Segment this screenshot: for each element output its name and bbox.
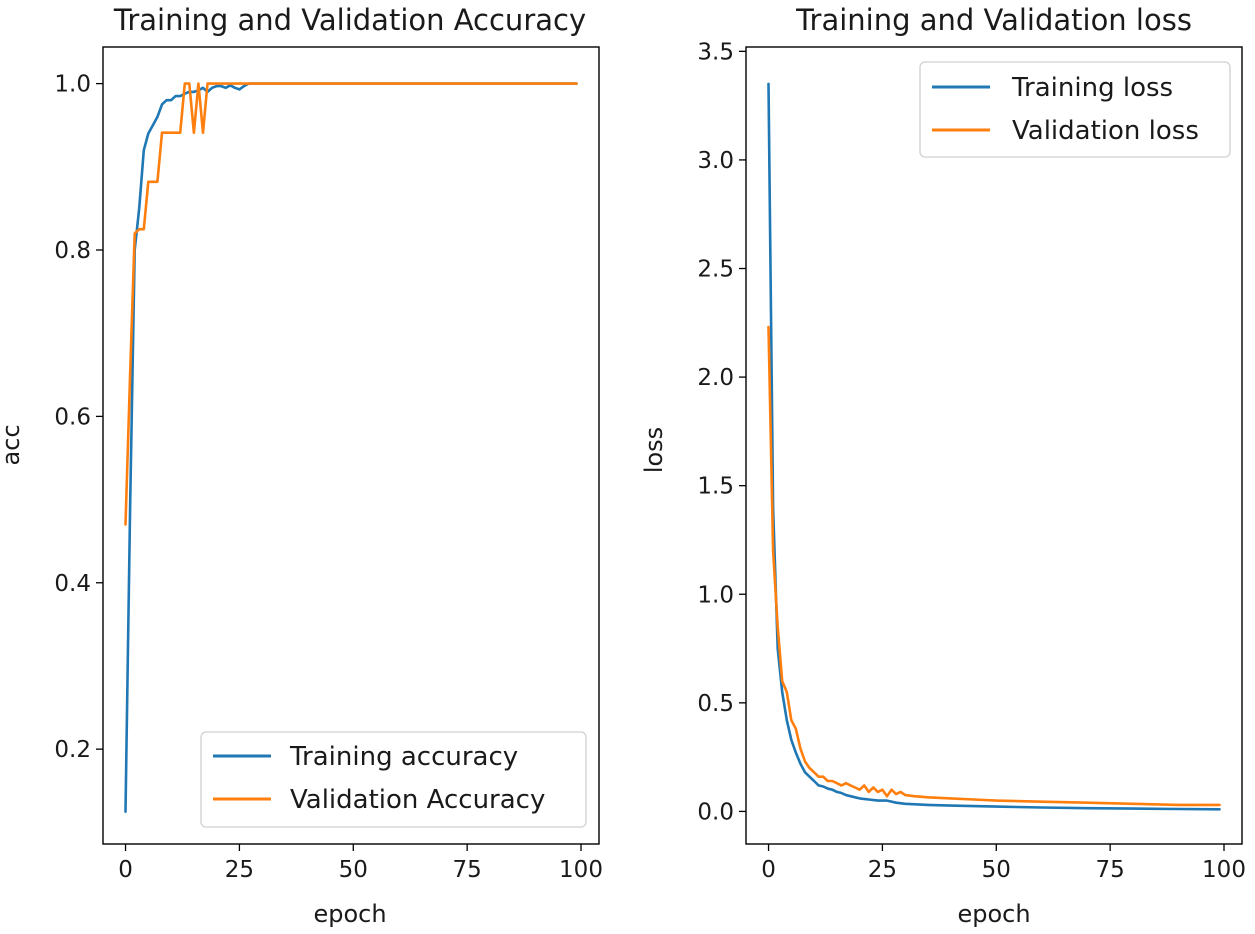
loss-y-tick-label: 2.0 bbox=[697, 365, 734, 391]
loss-y-tick-label: 1.0 bbox=[697, 582, 734, 608]
loss-plot-frame bbox=[745, 46, 1243, 845]
loss-x-tick-label: 0 bbox=[761, 857, 776, 883]
loss-series-line-1 bbox=[767, 325, 1221, 807]
accuracy-y-tick-label: 0.8 bbox=[54, 238, 91, 264]
accuracy-x-tick-label: 75 bbox=[453, 857, 482, 883]
accuracy-legend-label-0: Training accuracy bbox=[289, 742, 518, 772]
accuracy-chart-panel: Training and Validation Accuracy epoch a… bbox=[0, 3, 603, 928]
accuracy-legend-box bbox=[200, 731, 587, 828]
loss-series-lines bbox=[767, 82, 1221, 811]
accuracy-series-line-0 bbox=[124, 82, 578, 813]
loss-legend-label-0: Training loss bbox=[1011, 73, 1173, 103]
loss-y-axis-label: loss bbox=[640, 427, 668, 473]
loss-y-tick-label: 1.5 bbox=[697, 474, 734, 500]
loss-chart-title: Training and Validation loss bbox=[795, 3, 1192, 37]
loss-x-tick-label: 100 bbox=[1202, 857, 1246, 883]
loss-y-tick-label: 3.0 bbox=[697, 148, 734, 174]
loss-y-tick-label: 2.5 bbox=[697, 257, 734, 283]
accuracy-x-tick-label: 100 bbox=[559, 857, 603, 883]
accuracy-series-lines bbox=[124, 82, 578, 813]
accuracy-y-axis-label: acc bbox=[0, 424, 25, 465]
accuracy-y-tick-label: 0.2 bbox=[54, 737, 91, 763]
loss-chart-panel: Training and Validation loss epoch loss … bbox=[640, 3, 1246, 928]
accuracy-axis-ticks: 0 25 50 75 100 0.2 0.4 0.6 0.8 1.0 bbox=[54, 72, 603, 883]
accuracy-x-tick-label: 25 bbox=[225, 857, 254, 883]
loss-y-tick-label: 0.5 bbox=[697, 691, 734, 717]
loss-x-tick-label: 75 bbox=[1096, 857, 1125, 883]
accuracy-legend: Training accuracy Validation Accuracy bbox=[200, 731, 587, 828]
accuracy-chart-title: Training and Validation Accuracy bbox=[113, 3, 586, 37]
loss-x-tick-label: 50 bbox=[982, 857, 1011, 883]
loss-legend: Training loss Validation loss bbox=[919, 61, 1231, 158]
loss-x-tick-label: 25 bbox=[868, 857, 897, 883]
accuracy-x-axis-label: epoch bbox=[313, 900, 386, 928]
accuracy-y-tick-label: 0.6 bbox=[54, 404, 91, 430]
loss-x-axis-label: epoch bbox=[957, 900, 1030, 928]
accuracy-x-tick-label: 50 bbox=[339, 857, 368, 883]
loss-y-tick-label: 3.5 bbox=[697, 39, 734, 65]
loss-y-tick-label: 0.0 bbox=[697, 799, 734, 825]
accuracy-series-line-1 bbox=[124, 82, 578, 526]
loss-legend-box bbox=[919, 61, 1231, 158]
loss-axis-ticks: 0 25 50 75 100 0.0 0.5 1.0 1.5 2.0 2.5 3.0 3.5 bbox=[697, 39, 1246, 883]
accuracy-plot-frame bbox=[102, 46, 600, 845]
loss-series-line-0 bbox=[767, 82, 1221, 811]
loss-legend-label-1: Validation loss bbox=[1012, 116, 1199, 146]
accuracy-y-tick-label: 0.4 bbox=[54, 571, 91, 597]
accuracy-legend-label-1: Validation Accuracy bbox=[290, 785, 545, 815]
accuracy-y-tick-label: 1.0 bbox=[54, 72, 91, 98]
accuracy-x-tick-label: 0 bbox=[118, 857, 133, 883]
